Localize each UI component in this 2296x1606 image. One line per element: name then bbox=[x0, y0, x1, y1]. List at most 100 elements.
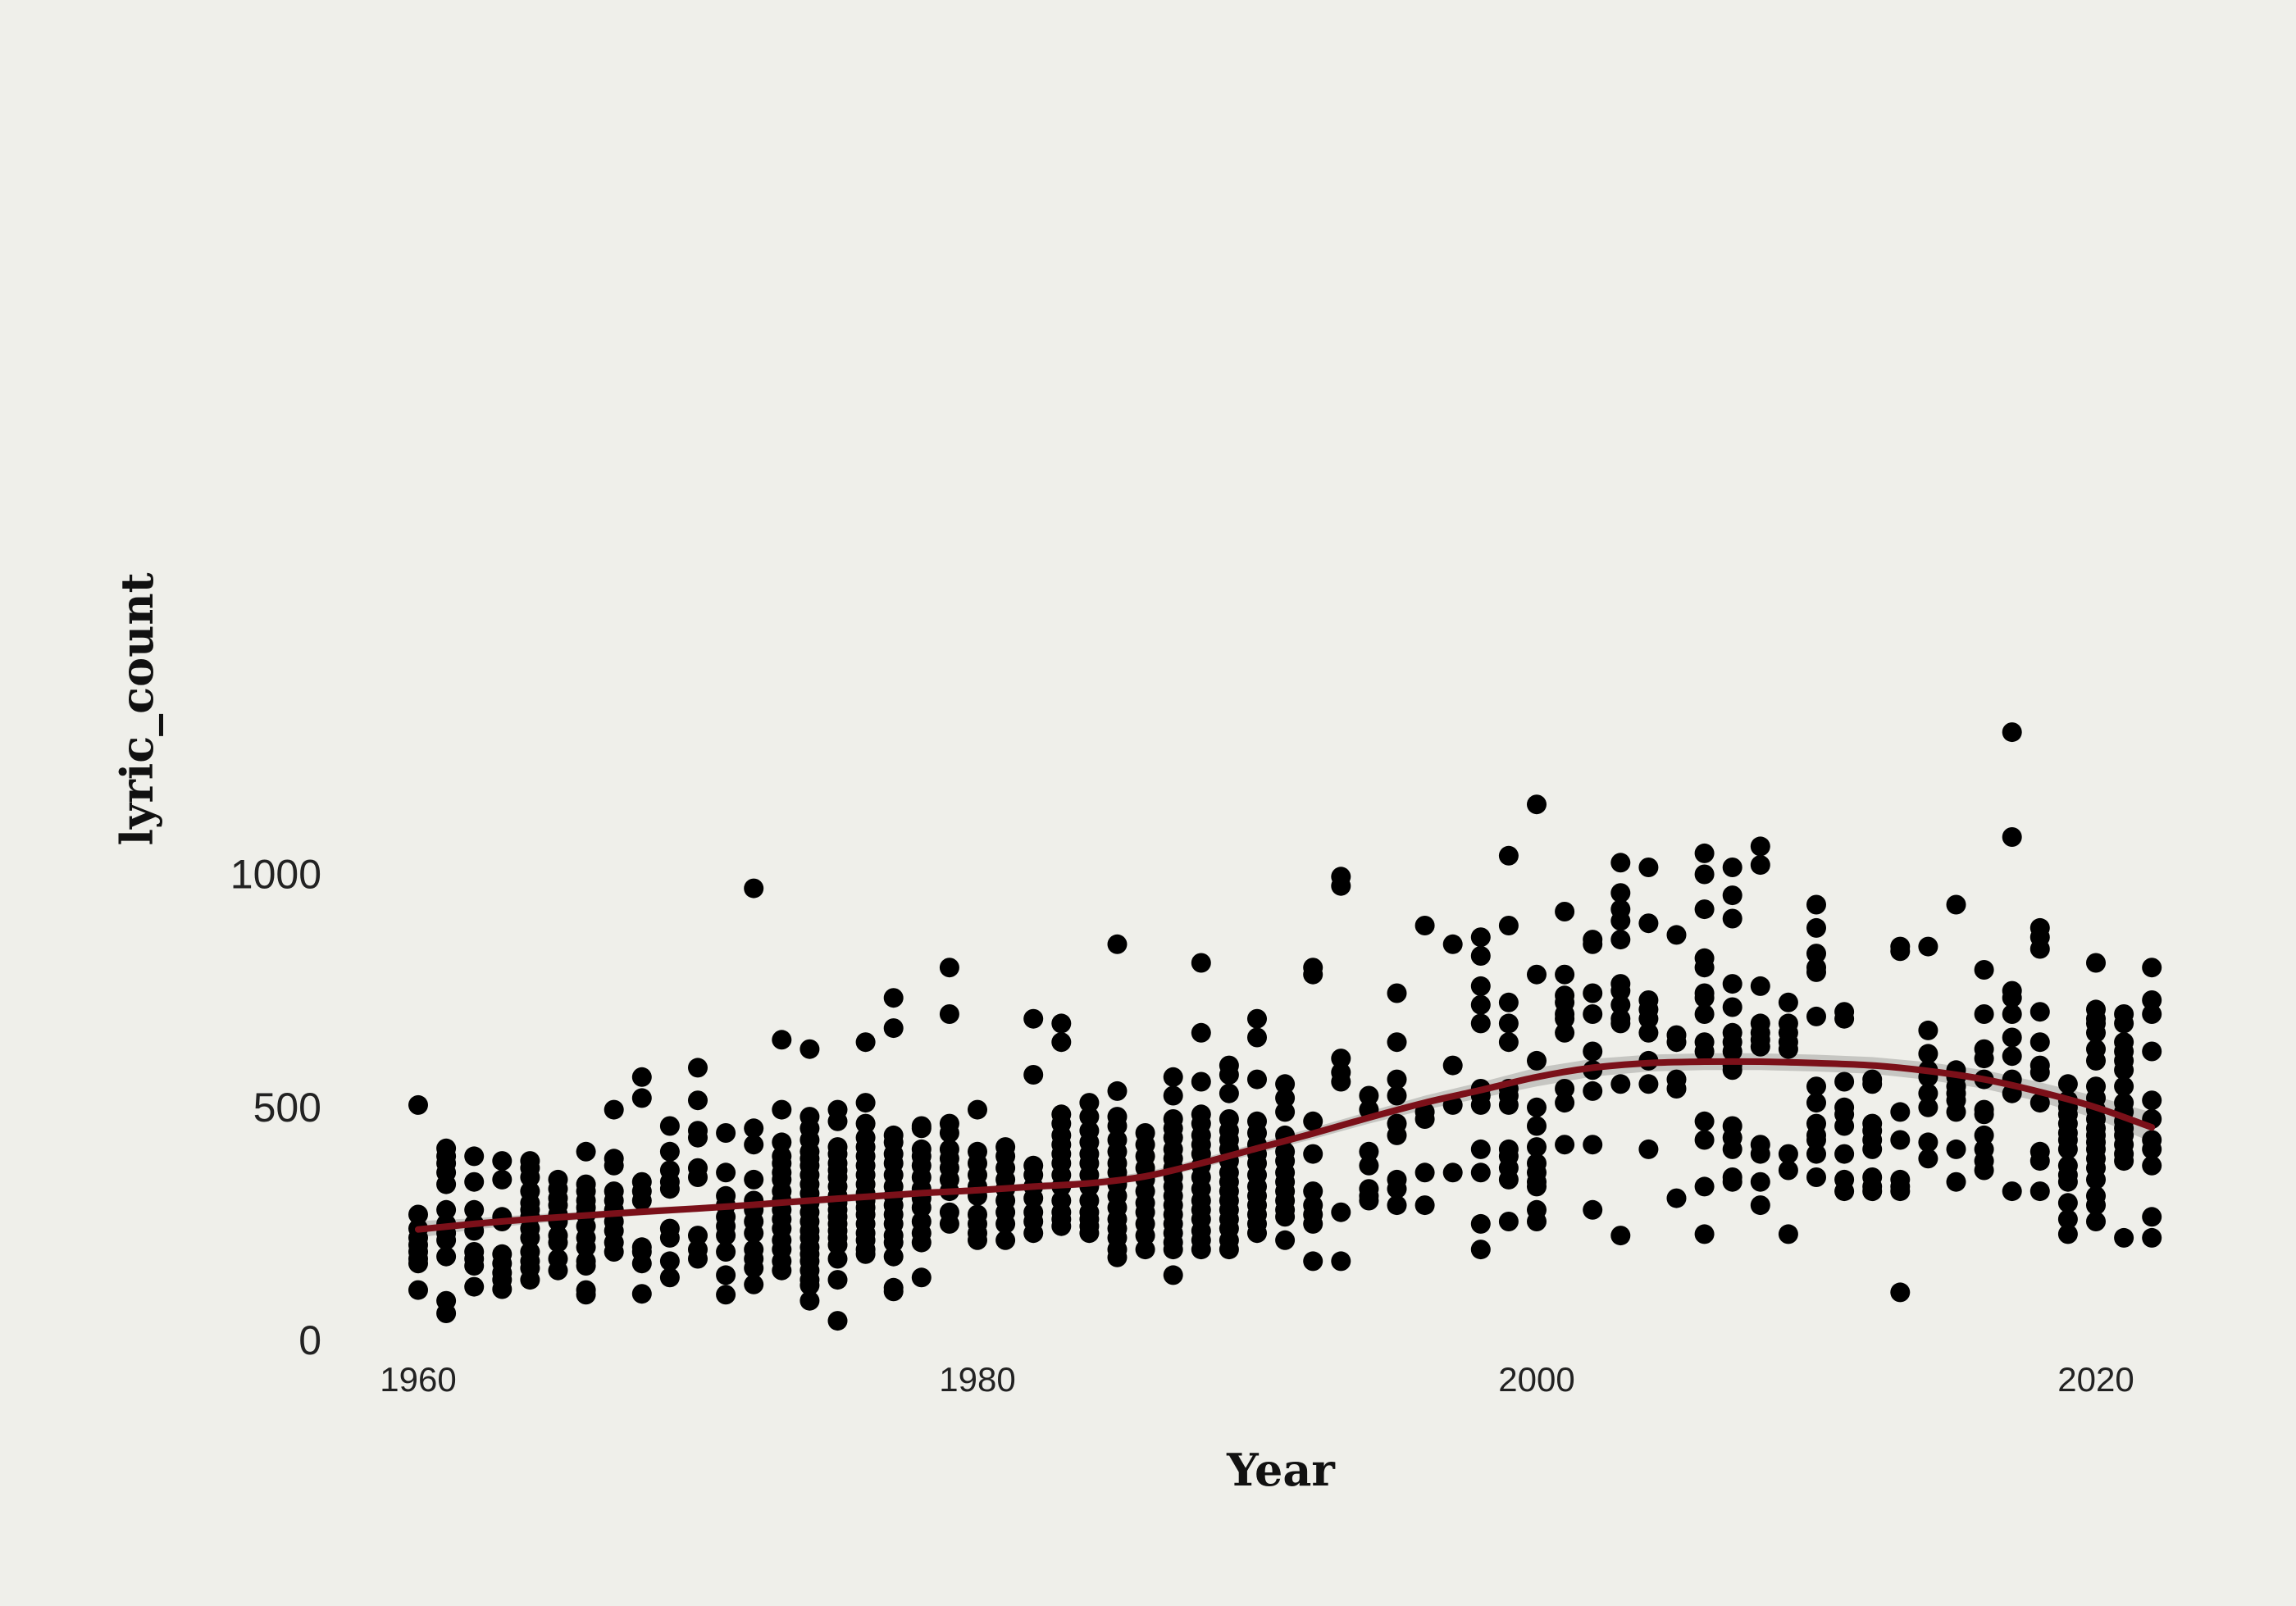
data-point bbox=[1498, 992, 1519, 1012]
data-point bbox=[604, 1242, 624, 1262]
y-axis-title: lyric_count bbox=[111, 572, 163, 845]
data-point bbox=[883, 1246, 904, 1267]
data-point bbox=[1694, 843, 1715, 863]
data-point bbox=[2142, 990, 2162, 1010]
data-point bbox=[1498, 1169, 1519, 1190]
data-point bbox=[1555, 1008, 1575, 1029]
data-point bbox=[492, 1151, 512, 1172]
data-point bbox=[548, 1232, 568, 1253]
data-point bbox=[1470, 1013, 1491, 1034]
data-point bbox=[464, 1256, 485, 1276]
data-point bbox=[1498, 845, 1519, 866]
data-point bbox=[995, 1230, 1016, 1250]
data-point bbox=[1583, 1004, 1603, 1024]
data-point bbox=[1694, 1176, 1715, 1197]
data-point bbox=[2086, 1022, 2106, 1043]
data-point bbox=[1023, 1223, 1044, 1244]
data-point bbox=[1359, 1155, 1379, 1176]
data-point bbox=[1583, 1041, 1603, 1062]
data-point bbox=[1806, 1144, 1826, 1164]
data-point bbox=[1303, 1213, 1323, 1234]
data-point bbox=[1638, 858, 1659, 877]
data-point bbox=[1946, 894, 1966, 915]
data-point bbox=[1610, 883, 1631, 903]
data-point bbox=[1191, 1240, 1211, 1260]
data-point bbox=[688, 1090, 708, 1111]
x-tick-label: 1960 bbox=[380, 1360, 456, 1399]
data-point bbox=[1974, 960, 1994, 980]
data-point bbox=[1583, 934, 1603, 954]
data-point bbox=[1862, 1074, 1883, 1094]
data-point bbox=[2057, 1224, 2078, 1244]
y-tick-label: 1000 bbox=[230, 852, 321, 898]
data-point bbox=[1610, 930, 1631, 950]
x-tick-label: 1980 bbox=[939, 1360, 1015, 1399]
data-point bbox=[1387, 1069, 1407, 1090]
data-point bbox=[659, 1179, 680, 1199]
data-point bbox=[2057, 1209, 2078, 1230]
data-point bbox=[1862, 1181, 1883, 1202]
data-point bbox=[744, 1135, 764, 1155]
data-point bbox=[1974, 1049, 1994, 1069]
data-point bbox=[659, 1141, 680, 1162]
data-point bbox=[1694, 1111, 1715, 1131]
data-point bbox=[1638, 1074, 1659, 1094]
data-point bbox=[1498, 1094, 1519, 1115]
data-point bbox=[1583, 1135, 1603, 1155]
data-point bbox=[1414, 916, 1435, 935]
data-point bbox=[1946, 1172, 1966, 1192]
data-point bbox=[1610, 911, 1631, 931]
data-point bbox=[1275, 1230, 1296, 1250]
data-point bbox=[1023, 1008, 1044, 1029]
data-point bbox=[1331, 1071, 1351, 1092]
data-point bbox=[1918, 1132, 1938, 1153]
data-point bbox=[2142, 1139, 2162, 1159]
data-point bbox=[1442, 1055, 1463, 1076]
x-tick-labels: 1960 1980 2000 2020 bbox=[380, 1360, 2134, 1399]
data-point bbox=[1470, 946, 1491, 966]
data-point bbox=[1303, 1251, 1323, 1272]
data-point bbox=[548, 1260, 568, 1281]
data-point bbox=[1163, 1085, 1183, 1106]
data-point bbox=[1974, 1125, 1994, 1145]
data-point bbox=[911, 1198, 932, 1217]
data-point bbox=[1247, 1223, 1267, 1244]
data-point bbox=[1694, 988, 1715, 1008]
data-point bbox=[1666, 1188, 1687, 1208]
data-point bbox=[631, 1067, 652, 1087]
data-point bbox=[408, 1280, 428, 1300]
data-point bbox=[1806, 1076, 1826, 1097]
data-point bbox=[1470, 1162, 1491, 1183]
data-point bbox=[2114, 1060, 2134, 1081]
data-point bbox=[1722, 858, 1742, 877]
data-point bbox=[436, 1199, 457, 1220]
data-point bbox=[1638, 1022, 1659, 1043]
data-point bbox=[1331, 1049, 1351, 1069]
data-point bbox=[2057, 1193, 2078, 1213]
data-point bbox=[1275, 1074, 1296, 1094]
data-point bbox=[1834, 1116, 1855, 1136]
data-point bbox=[883, 1018, 904, 1039]
data-point bbox=[1694, 1004, 1715, 1024]
data-point bbox=[688, 1226, 708, 1246]
data-point bbox=[716, 1265, 736, 1285]
data-point bbox=[2086, 953, 2106, 973]
data-point bbox=[1918, 1097, 1938, 1117]
data-point bbox=[1079, 1093, 1100, 1113]
data-point bbox=[1722, 997, 1742, 1017]
data-point bbox=[1555, 1135, 1575, 1155]
data-point bbox=[744, 1258, 764, 1278]
data-point bbox=[1890, 941, 1911, 962]
data-point bbox=[939, 1004, 959, 1024]
data-point bbox=[631, 1088, 652, 1108]
data-point bbox=[2002, 1027, 2022, 1048]
data-point bbox=[1498, 1013, 1519, 1034]
data-point bbox=[2029, 1062, 2050, 1083]
data-point bbox=[827, 1311, 848, 1331]
data-point bbox=[1610, 980, 1631, 1001]
x-axis-title: Year bbox=[1226, 1444, 1335, 1496]
data-point bbox=[1470, 1213, 1491, 1234]
data-point bbox=[1722, 908, 1742, 929]
data-point bbox=[1247, 1008, 1267, 1029]
